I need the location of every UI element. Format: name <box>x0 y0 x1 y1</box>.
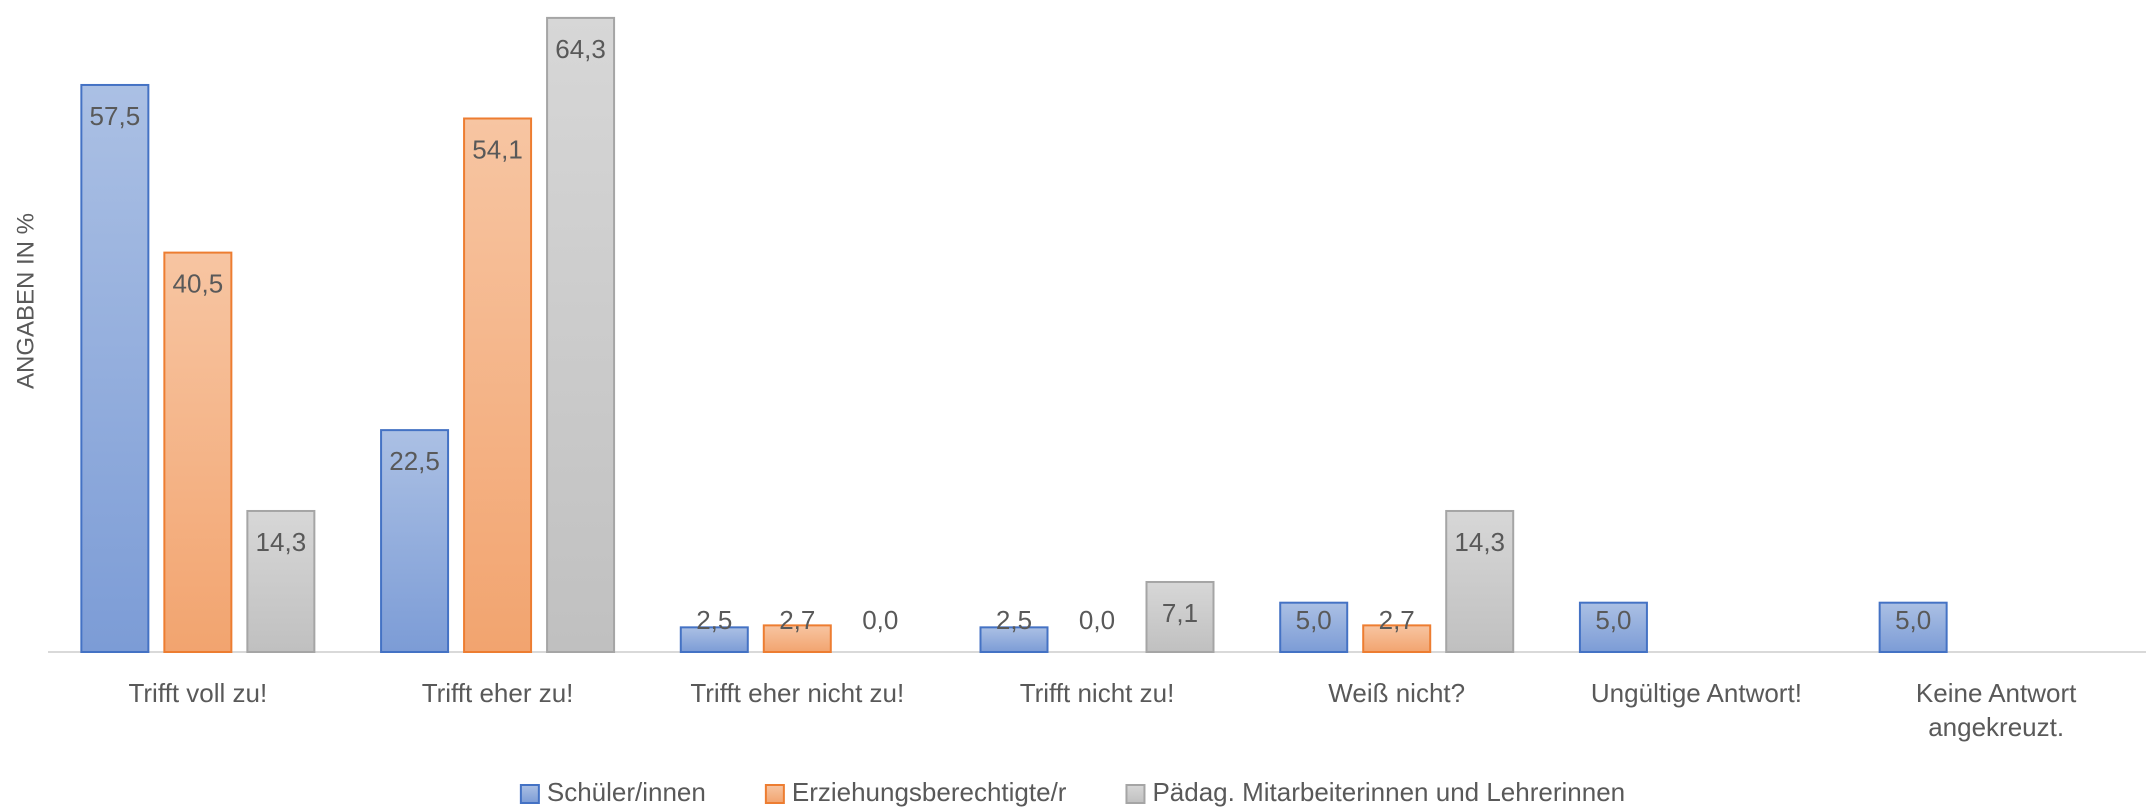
bar <box>546 16 616 653</box>
data-label: 40,5 <box>173 268 224 298</box>
bar <box>1279 601 1349 654</box>
data-label: 64,3 <box>555 34 606 64</box>
x-tick-label: Trifft nicht zu! <box>1019 678 1175 708</box>
x-tick-label: Weiß nicht? <box>1328 678 1466 708</box>
x-tick-label: Trifft voll zu! <box>128 678 268 708</box>
data-label: 57,5 <box>90 101 141 131</box>
x-tick-label: Ungültige Antwort! <box>1590 678 1802 708</box>
y-axis-label: ANGABEN IN % <box>12 213 39 389</box>
bar <box>80 83 150 653</box>
bar <box>979 626 1049 653</box>
legend-swatch <box>1125 784 1146 804</box>
x-tick-label: Keine Antwort angekreuzt. <box>1915 678 2077 742</box>
bar <box>679 626 749 653</box>
data-label: 22,5 <box>389 446 440 476</box>
bar <box>163 251 233 653</box>
bar <box>246 509 316 654</box>
legend-label: Pädag. Mitarbeiterinnen und Lehrerinnen <box>1152 777 1625 807</box>
data-label: 0,0 <box>862 605 898 635</box>
data-label: 0,0 <box>1079 605 1115 635</box>
bar <box>1362 624 1432 653</box>
data-label: 2,5 <box>996 605 1032 635</box>
data-label: 5,0 <box>1895 605 1931 635</box>
data-label: 54,1 <box>472 134 523 164</box>
bar <box>1445 509 1515 654</box>
legend-label: Erziehungsberechtigte/r <box>792 777 1067 807</box>
data-label: 2,7 <box>1379 605 1415 635</box>
legend-swatch <box>764 784 785 804</box>
legend-label: Schüler/innen <box>547 777 706 807</box>
bar <box>1145 580 1215 654</box>
x-tick-label: Trifft eher zu! <box>421 678 574 708</box>
data-label: 7,1 <box>1162 598 1198 628</box>
bar <box>762 624 832 653</box>
x-tick-label: Trifft eher nicht zu! <box>690 678 905 708</box>
data-label: 14,3 <box>1454 527 1505 557</box>
bar <box>380 429 450 653</box>
data-label: 5,0 <box>1595 605 1631 635</box>
data-label: 2,7 <box>779 605 815 635</box>
legend-swatch <box>519 784 540 804</box>
data-label: 2,5 <box>696 605 732 635</box>
data-label: 5,0 <box>1296 605 1332 635</box>
bar <box>463 117 533 653</box>
data-label: 14,3 <box>256 527 307 557</box>
bar <box>1878 601 1948 654</box>
bar <box>1578 601 1648 654</box>
